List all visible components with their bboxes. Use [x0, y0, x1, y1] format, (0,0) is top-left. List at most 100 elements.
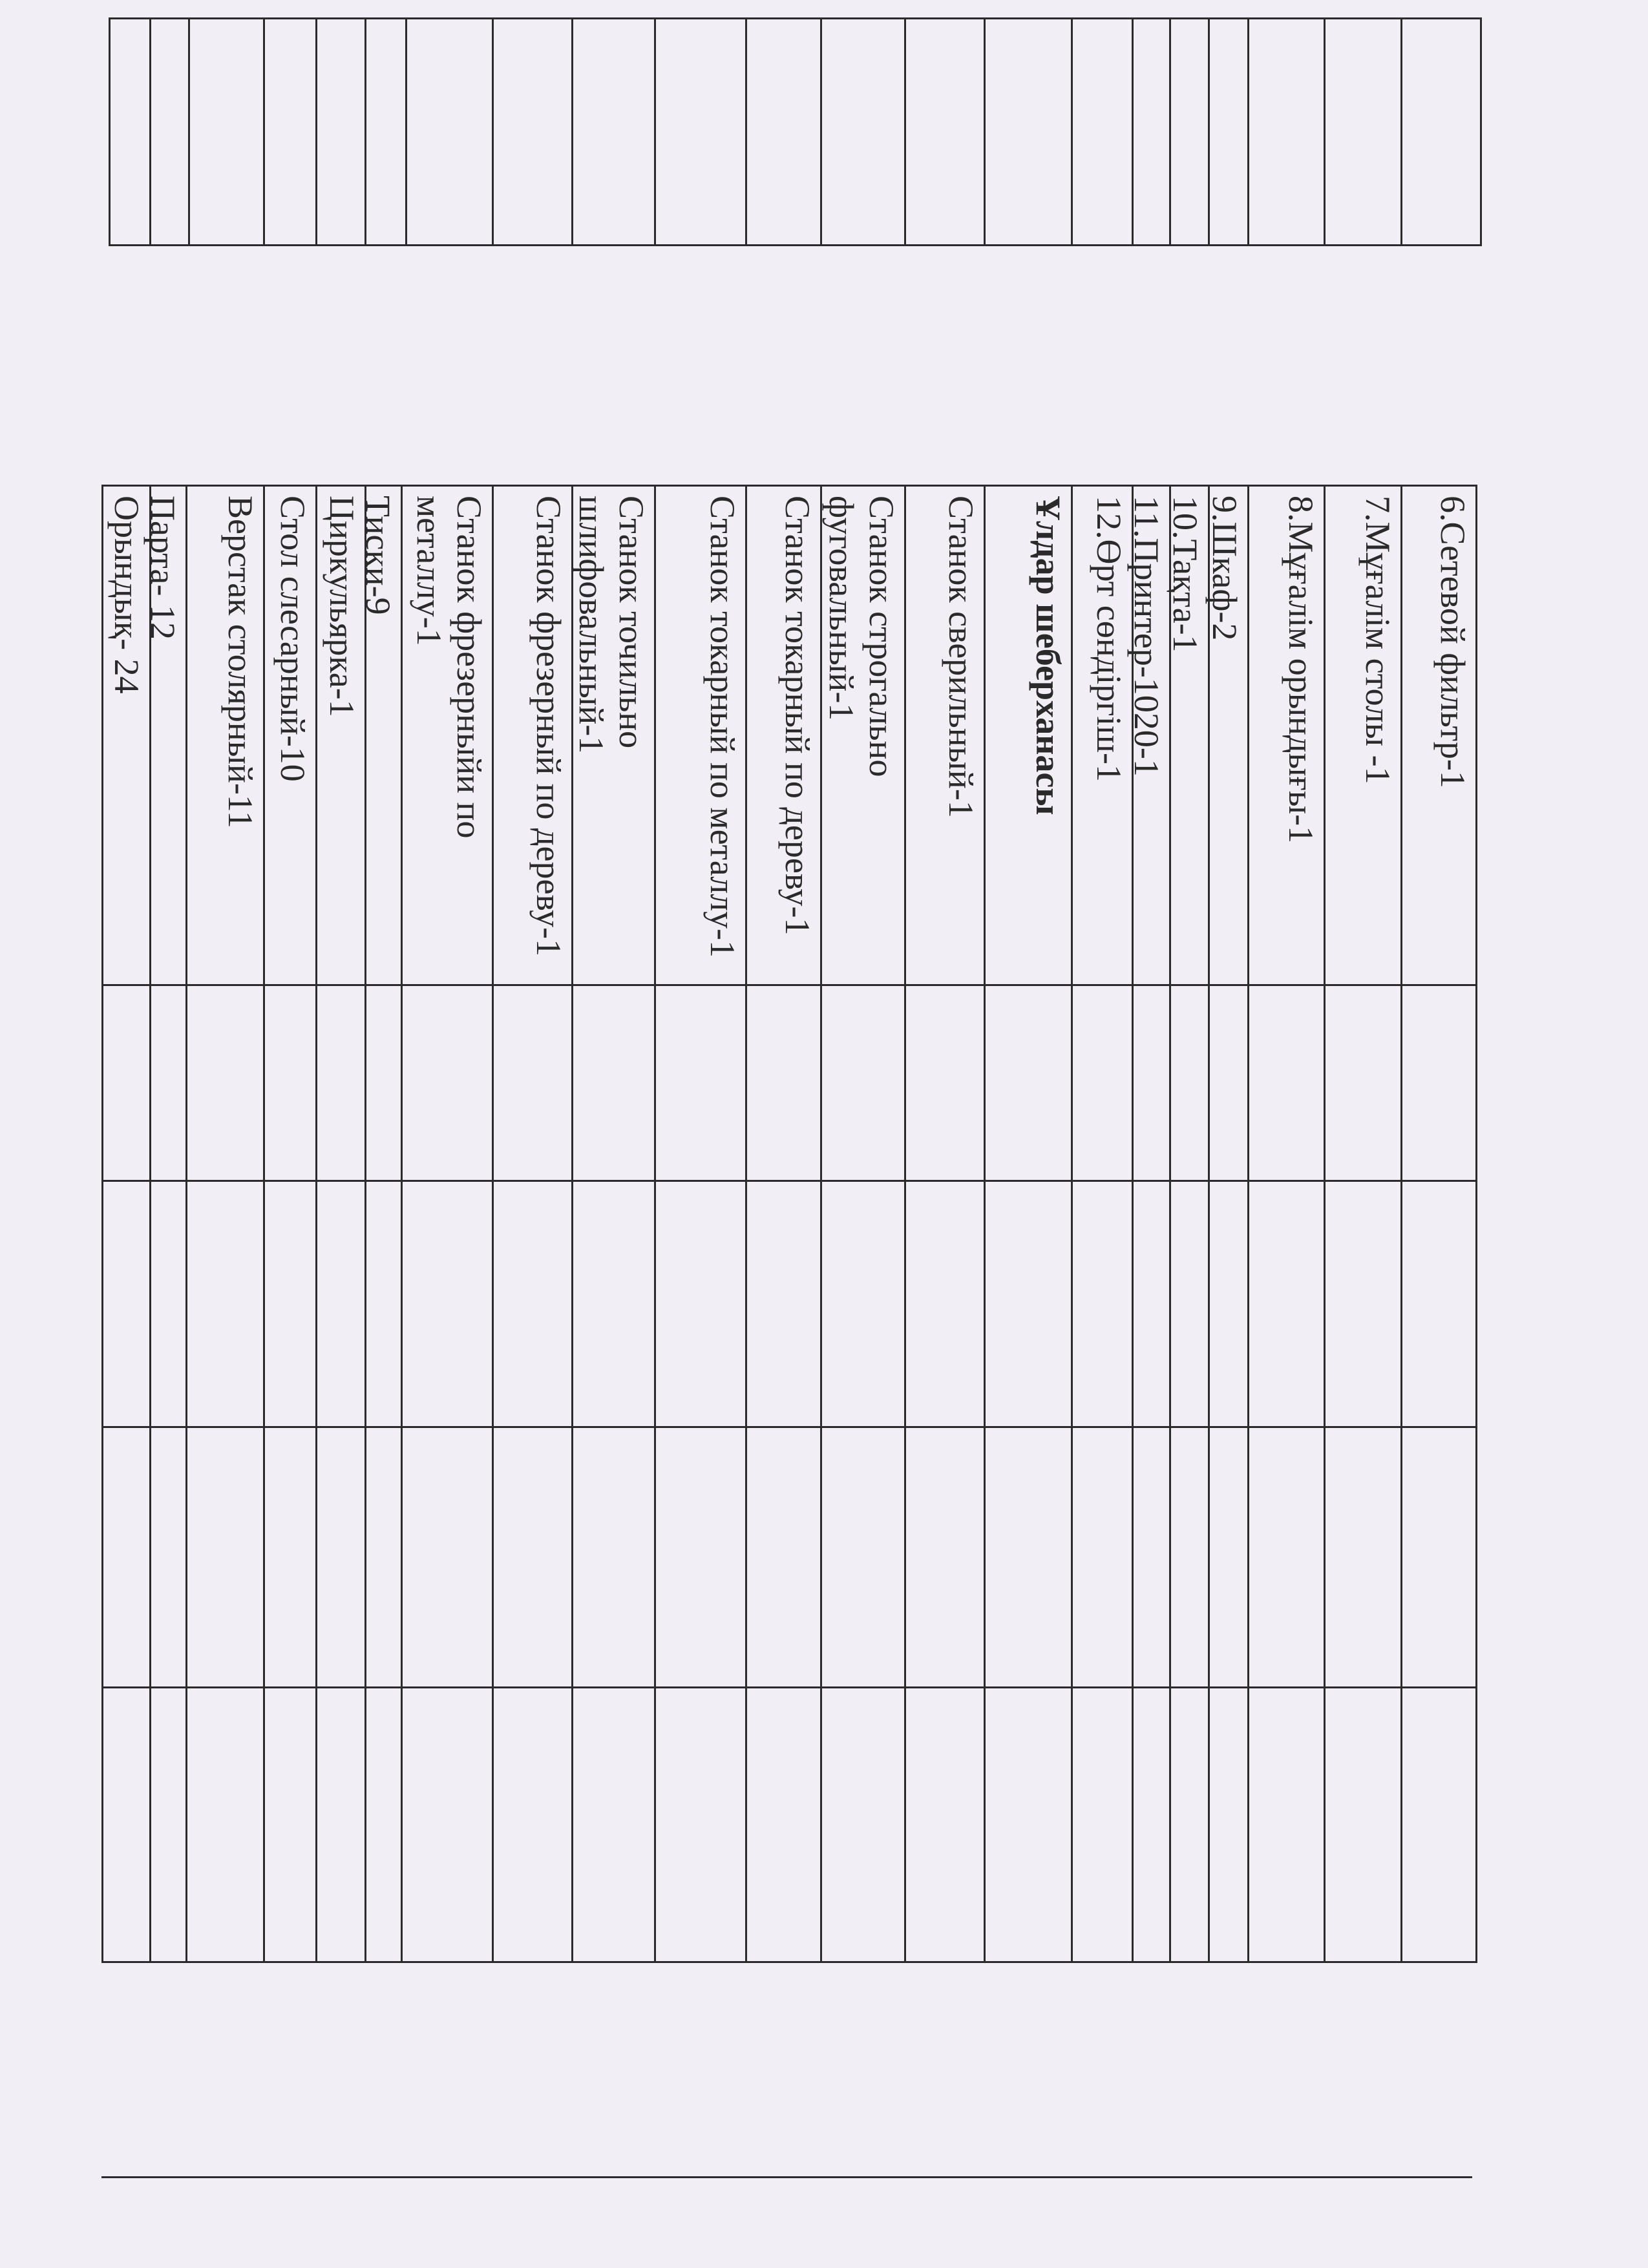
empty-cell	[315, 1180, 366, 1428]
empty-cell	[654, 1426, 747, 1688]
empty-cell	[820, 17, 906, 246]
empty-cell	[1132, 17, 1171, 246]
empty-cell	[904, 1686, 986, 1963]
empty-cell	[1071, 17, 1134, 246]
empty-cell	[984, 984, 1073, 1182]
empty-cell	[149, 984, 187, 1182]
empty-cell	[401, 1426, 494, 1688]
empty-cell	[101, 1686, 151, 1963]
empty-cell	[315, 17, 366, 246]
item-name: Станок сверильный-1	[942, 496, 980, 818]
item-name-cell: 10.Тақта-1	[1166, 485, 1210, 986]
item-name: Парта- 12	[143, 496, 182, 640]
empty-cell	[745, 17, 822, 246]
empty-cell	[185, 984, 265, 1182]
item-name: Станок фрезерный по дереву-1	[529, 496, 568, 957]
item-name-cell: Парта- 12	[143, 485, 187, 986]
empty-cell	[654, 1180, 747, 1428]
item-name: Орындық- 24	[107, 496, 146, 694]
empty-cell	[315, 984, 366, 1182]
item-name: Тиски-9	[359, 496, 397, 615]
empty-cell	[149, 1686, 187, 1963]
empty-cell	[1132, 1180, 1171, 1428]
section-heading: Ұлдар шеберханасы	[1029, 496, 1068, 815]
empty-cell	[149, 1180, 187, 1428]
item-name-cell: Станок строгально фуговальный-1	[820, 485, 906, 986]
empty-cell	[263, 1180, 317, 1428]
empty-cell	[1132, 1686, 1171, 1963]
empty-cell	[101, 1426, 151, 1688]
empty-cell	[1071, 1180, 1134, 1428]
empty-cell	[1208, 1426, 1249, 1688]
empty-cell	[904, 17, 986, 246]
empty-cell	[1071, 1686, 1134, 1963]
empty-cell	[364, 984, 403, 1182]
item-name: 8.Мұғалім орындығы-1	[1282, 496, 1320, 844]
empty-cell	[1324, 1426, 1402, 1688]
item-name: Станок токарный по металлу-1	[703, 496, 742, 958]
empty-cell	[364, 1686, 403, 1963]
empty-cell	[1324, 1686, 1402, 1963]
empty-cell	[1324, 1180, 1402, 1428]
empty-cell	[492, 984, 573, 1182]
empty-cell	[364, 1180, 403, 1428]
empty-cell	[364, 17, 407, 246]
item-name-cell: Ұлдар шеберханасы	[984, 485, 1073, 986]
empty-cell	[984, 17, 1073, 246]
empty-cell	[364, 1426, 403, 1688]
empty-cell	[101, 1180, 151, 1428]
empty-cell	[904, 984, 986, 1182]
empty-cell	[1208, 1686, 1249, 1963]
empty-cell	[745, 1180, 822, 1428]
empty-cell	[149, 17, 190, 246]
item-name-cell: 8.Мұғалім орындығы-1	[1247, 485, 1326, 986]
item-name: Станок токарный по дереву-1	[778, 496, 817, 936]
empty-cell	[820, 984, 906, 1182]
item-name-cell: 7.Мұғалім столы -1	[1324, 485, 1402, 986]
item-name: Станок фрезерныйи по металлу-1	[410, 496, 489, 839]
empty-cell	[263, 984, 317, 1182]
item-name: 10.Тақта-1	[1166, 496, 1205, 653]
empty-cell	[904, 1426, 986, 1688]
empty-cell	[1400, 1426, 1477, 1688]
empty-cell	[492, 17, 573, 246]
empty-cell	[745, 984, 822, 1182]
empty-cell	[1247, 1426, 1326, 1688]
empty-cell	[1208, 1180, 1249, 1428]
item-name: Верстак столярный-11	[221, 496, 260, 828]
empty-cell	[1169, 1686, 1210, 1963]
item-name-cell: Станок токарный по металлу-1	[654, 485, 747, 986]
empty-cell	[1247, 984, 1326, 1182]
item-name: 9.Шкаф-2	[1205, 496, 1244, 641]
empty-cell	[185, 1426, 265, 1688]
empty-cell	[984, 1180, 1073, 1428]
item-name: 11.Принтер-1020-1	[1127, 496, 1166, 777]
empty-cell	[1208, 984, 1249, 1182]
empty-cell	[185, 1180, 265, 1428]
empty-cell	[571, 1180, 656, 1428]
empty-cell	[492, 1426, 573, 1688]
item-name: 6.Сетевой фильтр-1	[1433, 496, 1472, 788]
item-name-cell: 12.Өрт сөндіргіш-1	[1071, 485, 1134, 986]
empty-cell	[1247, 1180, 1326, 1428]
empty-cell	[315, 1426, 366, 1688]
empty-cell	[1132, 984, 1171, 1182]
empty-cell	[263, 1426, 317, 1688]
empty-cell	[820, 1686, 906, 1963]
empty-cell	[149, 1426, 187, 1688]
item-name-cell: 11.Принтер-1020-1	[1127, 485, 1171, 986]
empty-cell	[1400, 1686, 1477, 1963]
empty-cell	[571, 1686, 656, 1963]
empty-cell	[904, 1180, 986, 1428]
empty-cell	[571, 984, 656, 1182]
empty-cell	[1071, 1426, 1134, 1688]
item-name: 7.Мұғалім столы -1	[1358, 496, 1397, 784]
empty-cell	[401, 984, 494, 1182]
empty-cell	[654, 17, 747, 246]
empty-cell	[315, 1686, 366, 1963]
item-name-cell: 6.Сетевой фильтр-1	[1400, 485, 1477, 986]
empty-cell	[654, 984, 747, 1182]
item-name-cell: 9.Шкаф-2	[1205, 485, 1249, 986]
empty-cell	[401, 1180, 494, 1428]
item-name-cell: Станок сверильный-1	[904, 485, 986, 986]
